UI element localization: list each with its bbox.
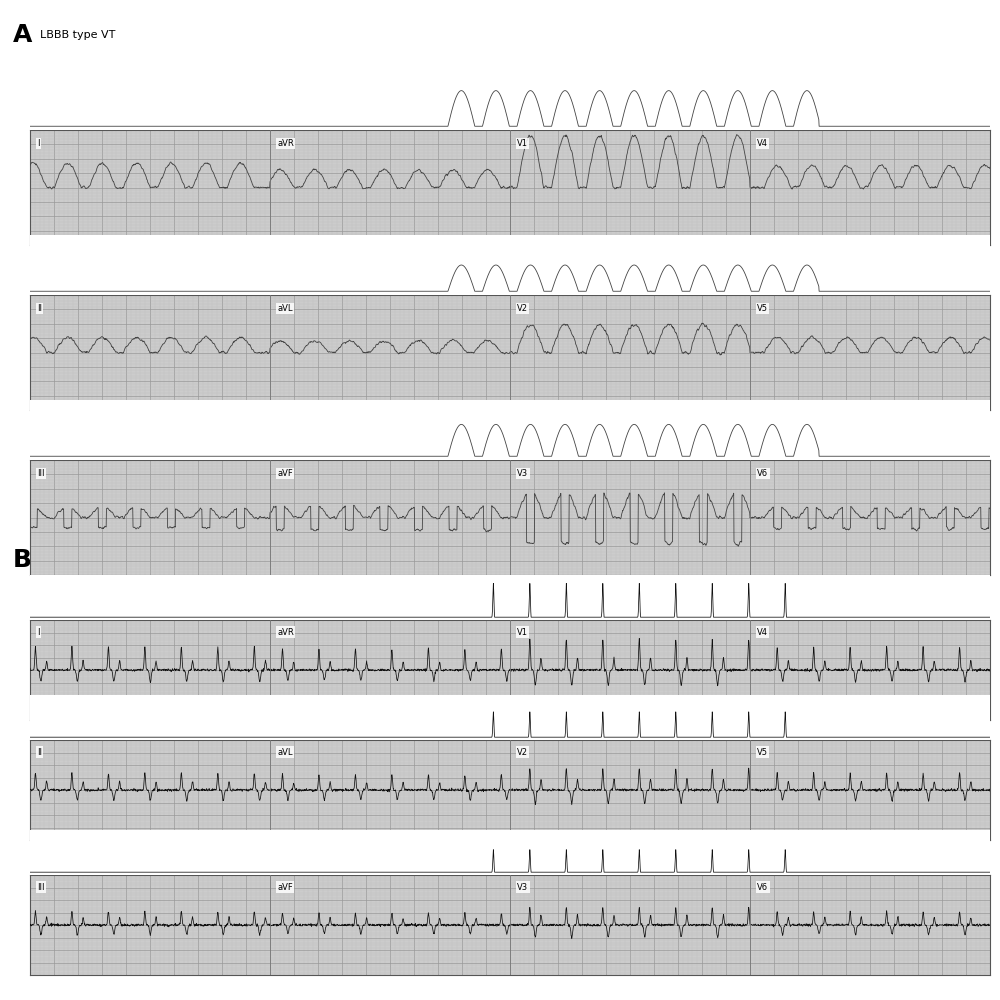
Text: III: III (37, 883, 45, 892)
Text: I: I (37, 628, 40, 637)
Text: aVF: aVF (277, 883, 293, 892)
Text: V4: V4 (757, 628, 768, 637)
Text: aVR: aVR (277, 628, 294, 637)
Text: V1: V1 (517, 139, 528, 148)
Text: aVL: aVL (277, 304, 293, 313)
Text: V2: V2 (517, 748, 528, 757)
Text: aVR: aVR (277, 139, 294, 148)
Text: A: A (12, 23, 32, 47)
Text: LBBB type VT: LBBB type VT (40, 30, 115, 40)
Text: I: I (37, 139, 40, 148)
Text: RBBB type VT: RBBB type VT (40, 555, 117, 565)
Text: II: II (37, 304, 42, 313)
Text: V2: V2 (517, 304, 528, 313)
Text: V3: V3 (517, 883, 528, 892)
Text: B: B (12, 548, 32, 572)
Text: V3: V3 (517, 469, 528, 478)
Text: aVL: aVL (277, 748, 293, 757)
Text: III: III (37, 469, 45, 478)
Text: V1: V1 (517, 628, 528, 637)
Text: V6: V6 (757, 469, 768, 478)
Text: V6: V6 (757, 883, 768, 892)
Text: V5: V5 (757, 748, 768, 757)
Text: V4: V4 (757, 139, 768, 148)
Text: aVF: aVF (277, 469, 293, 478)
Text: II: II (37, 748, 42, 757)
Text: V5: V5 (757, 304, 768, 313)
